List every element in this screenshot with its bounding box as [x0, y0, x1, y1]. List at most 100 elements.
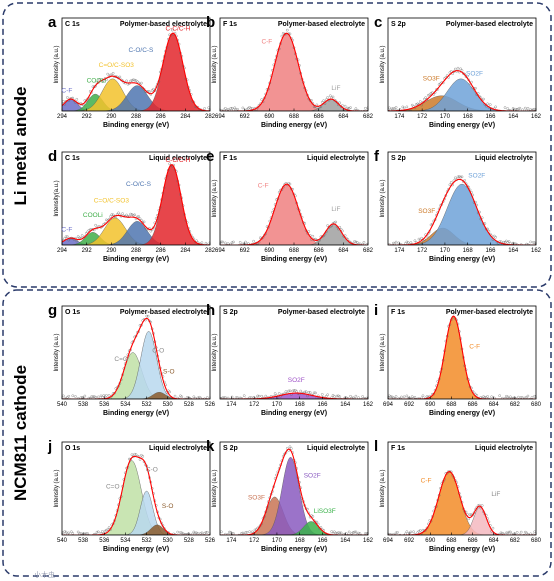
- x-axis-label: Binding energy (eV): [103, 256, 169, 263]
- raw-point: [530, 534, 534, 535]
- raw-point: [389, 395, 392, 398]
- x-tick-label: 292: [82, 248, 93, 254]
- raw-point: [354, 530, 358, 534]
- raw-point: [200, 398, 204, 399]
- raw-point: [226, 533, 230, 535]
- raw-point: [133, 213, 136, 217]
- panel-b: 694 692 690 688 686 684 682 Binding energy (eV)…: [206, 14, 374, 129]
- x-tick-label: 292: [82, 114, 93, 120]
- x-tick-label: 170: [440, 114, 451, 120]
- raw-point: [326, 393, 329, 397]
- peak-j-c-o: [62, 490, 210, 535]
- raw-point: [187, 396, 190, 399]
- peak-label: SO2F: [466, 70, 483, 77]
- raw-point: [334, 531, 337, 535]
- raw-point: [462, 72, 465, 75]
- raw-point: [101, 530, 104, 533]
- raw-point: [503, 240, 507, 244]
- x-axis-label: Binding energy (eV): [429, 410, 495, 417]
- raw-point: [510, 532, 514, 535]
- raw-point: [264, 394, 268, 398]
- raw-point: [521, 245, 523, 247]
- raw-point: [528, 110, 531, 111]
- x-tick-label: 526: [205, 402, 216, 408]
- raw-point: [486, 102, 489, 106]
- raw-point: [111, 213, 115, 217]
- raw-point: [295, 390, 298, 393]
- x-tick-label: 172: [249, 402, 260, 408]
- raw-point: [224, 241, 227, 245]
- raw-point: [338, 101, 342, 105]
- raw-point: [117, 211, 120, 215]
- peak-label: C-F: [62, 226, 73, 233]
- raw-point: [405, 530, 409, 533]
- raw-point: [110, 213, 114, 216]
- panel-title: Polymer-based electrolyte: [446, 21, 533, 28]
- fit-envelope-g: [62, 317, 210, 399]
- x-tick-label: 694: [383, 538, 394, 544]
- x-tick-label: 168: [463, 114, 474, 120]
- y-axis-label: Intensity (a.u.): [380, 469, 386, 507]
- x-axis-label: Binding energy (eV): [261, 122, 327, 129]
- x-tick-label: 174: [394, 114, 405, 120]
- raw-point: [237, 398, 241, 399]
- raw-point: [518, 106, 522, 110]
- peak-label: LiF: [331, 85, 340, 92]
- raw-point: [509, 530, 512, 534]
- peak-label: C=O/C-SO3: [94, 198, 130, 205]
- raw-point: [189, 397, 193, 399]
- raw-point: [425, 395, 429, 398]
- raw-point: [494, 235, 497, 239]
- raw-point: [180, 531, 184, 535]
- raw-point: [355, 533, 359, 535]
- x-tick-label: 686: [314, 248, 325, 254]
- peak-label: C-O: [146, 467, 158, 474]
- raw-point: [105, 528, 108, 532]
- raw-point: [458, 175, 461, 178]
- raw-point: [193, 531, 197, 535]
- raw-point: [468, 513, 472, 516]
- peak-label: C=O: [114, 356, 128, 363]
- y-axis-label: Intensity (a.u.): [54, 333, 60, 371]
- x-tick-label: 526: [205, 538, 216, 544]
- peak-label: SO2F: [468, 172, 485, 179]
- raw-point: [354, 107, 358, 110]
- raw-point: [398, 533, 402, 535]
- raw-point: [130, 213, 134, 216]
- raw-point: [406, 241, 410, 244]
- raw-point: [94, 223, 97, 227]
- raw-point: [66, 96, 69, 99]
- raw-point: [326, 96, 329, 99]
- x-tick-label: 282: [205, 248, 216, 254]
- raw-point: [129, 79, 132, 83]
- raw-point: [400, 395, 403, 399]
- raw-point: [331, 394, 335, 397]
- raw-point: [506, 531, 510, 535]
- raw-point: [110, 394, 114, 398]
- raw-point: [248, 106, 251, 109]
- raw-point: [515, 531, 519, 534]
- raw-point: [529, 398, 532, 399]
- raw-point: [409, 397, 413, 399]
- raw-point: [491, 526, 495, 530]
- raw-point: [325, 394, 328, 398]
- axes-frame-g: [61, 305, 211, 400]
- x-tick-label: 286: [156, 248, 167, 254]
- raw-point: [200, 241, 204, 244]
- raw-point: [514, 534, 518, 535]
- raw-point: [362, 109, 366, 111]
- raw-point: [437, 83, 441, 86]
- raw-point: [304, 390, 308, 393]
- raw-point: [402, 106, 406, 110]
- raw-point: [501, 396, 504, 399]
- y-axis-label: Intensity (a.u.): [380, 45, 386, 83]
- x-axis-label: Binding energy (eV): [261, 256, 327, 263]
- raw-point: [365, 109, 368, 111]
- plot-area-c: [388, 66, 536, 111]
- raw-point: [237, 533, 241, 535]
- x-tick-label: 288: [131, 114, 142, 120]
- raw-point: [486, 395, 489, 398]
- raw-point: [141, 455, 145, 458]
- raw-point: [83, 532, 87, 535]
- raw-point: [224, 532, 227, 535]
